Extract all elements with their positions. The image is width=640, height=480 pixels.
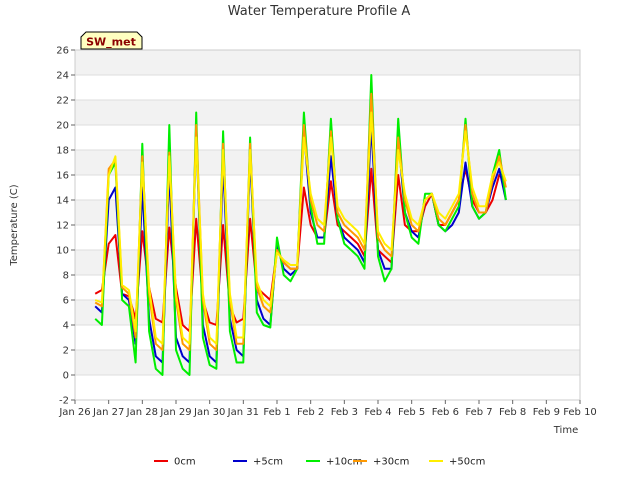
y-axis-title: Temperature (C) (9, 184, 20, 266)
legend-label: +50cm (449, 457, 485, 468)
x-tick-label: Jan 27 (92, 407, 124, 418)
y-tick-label: 26 (56, 46, 69, 57)
x-axis: Jan 26 Jan 27 Jan 28 Jan 29 Jan 30 Jan 31 Feb … (58, 400, 597, 418)
plot-band (75, 50, 580, 75)
badge-label: SW_met (86, 36, 136, 49)
legend-label: 0cm (174, 457, 196, 468)
y-tick-label: 20 (56, 121, 69, 132)
y-tick-label: 10 (56, 246, 69, 257)
x-tick-label: Feb 10 (563, 407, 597, 418)
y-tick-label: 0 (63, 371, 69, 382)
series-line-50cm (94, 111, 507, 345)
plot-background (75, 50, 580, 400)
y-tick-label: 6 (63, 296, 69, 307)
x-tick-label: Feb 8 (499, 407, 526, 418)
legend: 0cm +5cm +10cm +30cm +50cm (154, 457, 485, 468)
x-tick-label: Feb 4 (364, 407, 391, 418)
x-tick-label: Feb 6 (432, 407, 459, 418)
x-tick-label: Feb 5 (398, 407, 425, 418)
plot-band (75, 250, 580, 275)
plot-band (75, 75, 580, 100)
y-tick-label: 4 (63, 321, 69, 332)
x-tick-label: Feb 3 (331, 407, 358, 418)
x-tick-label: Jan 30 (193, 407, 225, 418)
x-axis-title: Time (553, 425, 578, 436)
chart-title: Water Temperature Profile A (228, 4, 411, 19)
y-tick-label: 2 (63, 346, 69, 357)
x-tick-label: Feb 1 (263, 407, 290, 418)
plot-band (75, 350, 580, 375)
x-tick-label: Feb 2 (297, 407, 324, 418)
y-tick-label: 16 (56, 171, 69, 182)
y-tick-label: 12 (56, 221, 69, 232)
x-tick-label: Feb 7 (465, 407, 492, 418)
legend-label: +10cm (326, 457, 362, 468)
x-tick-label: Feb 9 (533, 407, 560, 418)
y-tick-label: -2 (59, 396, 69, 407)
series-lines (94, 74, 507, 376)
x-tick-label: Jan 26 (58, 407, 90, 418)
x-tick-label: Jan 29 (159, 407, 191, 418)
badge-shape (80, 31, 143, 50)
plot-band (75, 125, 580, 150)
legend-label: +5cm (253, 457, 283, 468)
y-tick-label: 24 (56, 71, 69, 82)
plot-band (75, 275, 580, 300)
y-tick-label: 22 (56, 96, 69, 107)
y-tick-label: 8 (63, 271, 69, 282)
plot-band (75, 225, 580, 250)
station-badge: SW_met (80, 31, 143, 50)
y-tick-label: 14 (56, 196, 69, 207)
y-tick-label: 18 (56, 146, 69, 157)
plot-band (75, 375, 580, 400)
legend-label: +30cm (373, 457, 409, 468)
plot-band (75, 100, 580, 125)
x-tick-label: Jan 31 (227, 407, 259, 418)
x-tick-label: Jan 28 (126, 407, 158, 418)
